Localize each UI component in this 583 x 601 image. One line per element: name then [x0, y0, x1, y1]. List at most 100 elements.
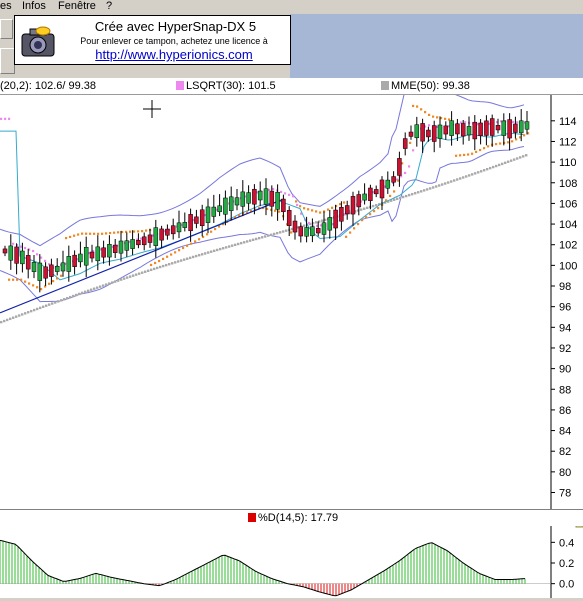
candle-body: [25, 255, 31, 270]
lsqrt-point: [100, 248, 103, 251]
bollinger-lower-band: [0, 146, 525, 303]
toolbar-button[interactable]: [0, 19, 13, 39]
mme-point: [243, 241, 246, 244]
oscillator-legend-bar: %D(14,5): 17.79: [0, 510, 583, 527]
lsqrt-point: [496, 121, 499, 124]
sar-point: [93, 232, 96, 235]
mme-point: [183, 258, 186, 261]
mme-point: [144, 270, 147, 273]
panel-marker-icon: [575, 519, 583, 528]
candle-body: [443, 125, 449, 135]
sar-point: [475, 150, 478, 153]
lsqrt-point: [92, 249, 95, 253]
lsqrt-point: [244, 195, 247, 198]
mme-point: [177, 260, 180, 263]
mme-point: [309, 222, 312, 226]
sar-point: [393, 190, 396, 193]
lsqrt-point: [164, 230, 167, 233]
sar-point: [105, 232, 108, 235]
candle-body: [402, 138, 408, 149]
candle-body: [379, 179, 385, 199]
menu-item-fenetre[interactable]: Fenêtre: [58, 0, 96, 12]
sar-point: [339, 203, 342, 206]
mme-point: [48, 303, 51, 306]
candle-body: [513, 123, 518, 133]
mme-point: [513, 158, 516, 161]
sar-point: [303, 207, 306, 210]
candle-body: [176, 222, 182, 233]
mme-point: [186, 257, 189, 260]
candle-body: [252, 188, 257, 205]
lsqrt-point: [488, 122, 491, 125]
price-tick-label: 114: [559, 116, 577, 128]
mme-point: [498, 163, 501, 167]
mme-point: [495, 164, 498, 168]
price-tick-label: 108: [559, 178, 577, 190]
candle-body: [228, 196, 234, 211]
candle-body: [281, 198, 286, 213]
lsqrt-point: [400, 175, 403, 178]
candle-body: [43, 266, 48, 279]
lsqrt-point: [256, 191, 259, 194]
price-chart[interactable]: 114 112 110 108 106 104 102 100 98 96 94 92 90 88 86 84…: [0, 78, 583, 509]
lsqrt-point: [412, 149, 415, 152]
candle-body: [449, 120, 454, 136]
legend-item-mme: MME(50): 99.38: [381, 80, 470, 92]
mme-point: [432, 186, 435, 189]
mme-point: [138, 272, 141, 275]
sar-point: [511, 140, 514, 143]
sar-point: [222, 223, 225, 226]
candle-body: [31, 262, 37, 272]
mme-point: [273, 232, 276, 236]
sar-point: [109, 231, 112, 235]
mme-point: [18, 314, 21, 317]
mme-point: [129, 275, 132, 278]
candle-body: [205, 206, 211, 223]
candle-body: [159, 228, 164, 241]
sar-point: [416, 105, 419, 108]
candle-body: [118, 240, 124, 254]
mme-point: [123, 277, 126, 280]
menu-item-es[interactable]: es: [0, 0, 12, 12]
candle-body: [136, 240, 141, 246]
lsqrt-point: [4, 117, 7, 120]
lsqrt-point: [204, 213, 207, 217]
mme-point: [270, 233, 273, 237]
oscillator-panel[interactable]: 0.4 0.2 0.0: [0, 519, 583, 598]
mme-point: [30, 309, 33, 313]
candle-body: [495, 125, 501, 131]
menu-item-infos[interactable]: Infos: [22, 0, 46, 12]
mme-point: [324, 218, 327, 222]
mme-point: [303, 224, 306, 227]
sar-point: [463, 153, 466, 157]
mme-point: [0, 320, 3, 324]
mme-point: [90, 288, 93, 291]
price-chart-panel[interactable]: 114 112 110 108 106 104 102 100 98 96 94 92 90 88 86 84…: [0, 78, 583, 509]
sar-point: [69, 235, 72, 239]
mme-point: [441, 183, 444, 186]
panel-divider[interactable]: [0, 509, 583, 510]
candle-body: [292, 220, 298, 233]
mme-point: [387, 200, 390, 203]
toolbar-button[interactable]: [0, 48, 15, 74]
lsqrt-point: [136, 238, 139, 241]
candle-body: [466, 126, 472, 136]
mme-point: [426, 188, 429, 191]
price-tick-label: 94: [559, 322, 571, 334]
mme-point: [420, 190, 423, 193]
mme-point: [126, 276, 129, 279]
sar-point: [145, 229, 148, 232]
candle-body: [153, 227, 159, 246]
sar-point: [455, 154, 458, 157]
candle-body: [431, 125, 437, 142]
lsqrt-point: [460, 121, 463, 124]
mme-point: [201, 253, 204, 256]
mme-point: [504, 161, 507, 165]
mme-point: [51, 302, 54, 305]
stamp-url-link[interactable]: http://www.hyperionics.com: [95, 47, 253, 62]
sar-point: [182, 246, 185, 250]
mme-point: [60, 299, 63, 302]
legend-item-stochastic: %D(14,5): 17.79: [248, 512, 338, 524]
menu-item-help[interactable]: ?: [106, 0, 113, 12]
oscillator-chart[interactable]: 0.4 0.2 0.0: [0, 519, 583, 598]
